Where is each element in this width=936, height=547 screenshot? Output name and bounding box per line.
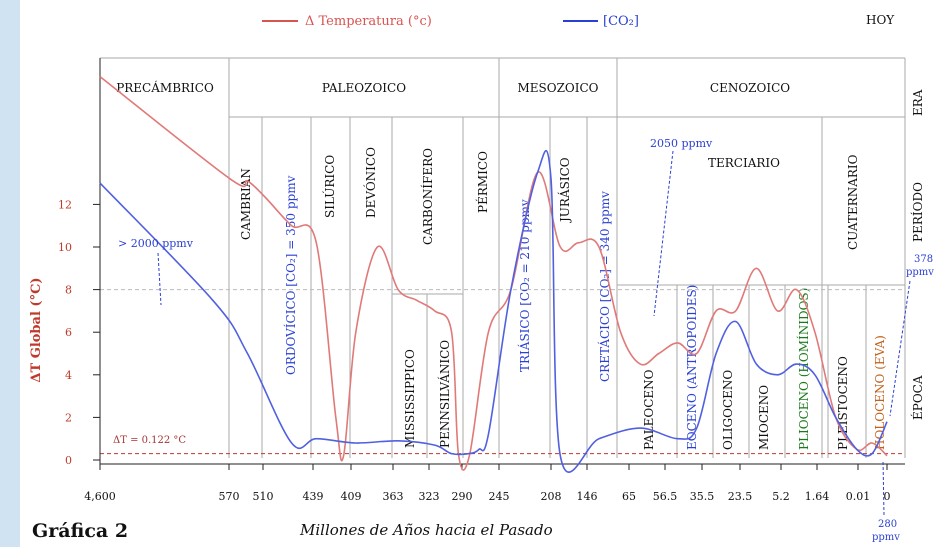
x-tick-label: 56.5 (653, 490, 678, 503)
epoch-label-holoceno: HOLOCENO (EVA) (873, 335, 887, 450)
x-tick-label: 510 (253, 490, 274, 503)
period-label-devonico: DEVÓNICO (362, 147, 378, 218)
x-tick-label: 570 (219, 490, 240, 503)
epoch-label-plioceno: PLIOCENO (HOMÍNIDOS) (796, 288, 811, 450)
co2-pointer-eocene (653, 150, 674, 317)
x-tick-label: 65 (622, 490, 636, 503)
epoch-label-pleistoceno: PLEISTOCENO (836, 356, 850, 450)
y-tick-label: 2 (65, 411, 72, 424)
row-label-period: PERÍODO (910, 182, 925, 242)
period-label-cretacico: CRETÁCICO [CO₂] = 340 ppmv (597, 191, 612, 382)
x-tick-label: 323 (419, 490, 440, 503)
x-tick-label: 363 (383, 490, 404, 503)
legend-co2-label: [CO₂] (603, 14, 639, 29)
x-tick-label: 35.5 (690, 490, 715, 503)
era-label-paleozoico: PALEOZOICO (322, 81, 406, 95)
x-tick-label: 146 (577, 490, 598, 503)
y-tick-label: 0 (65, 454, 72, 467)
y-tick-group: 0 2 4 6 8 10 12 (58, 198, 100, 467)
period-label-mississippico: MISSISSIPPICO (403, 349, 417, 448)
period-label-terciario: TERCIARIO (708, 156, 780, 170)
x-tick-label: 4,600 (84, 490, 116, 503)
period-label-jurasico: JURÁSICO (557, 157, 572, 224)
co2-annotation-precambrian: > 2000 ppmv (118, 237, 194, 250)
co2-pointer-today (889, 280, 911, 417)
y-tick-label: 10 (58, 241, 72, 254)
left-margin-band (0, 0, 20, 547)
x-tick-label: 0 (884, 490, 891, 503)
figure-caption: Gráfica 2 (32, 520, 129, 542)
legend-temp-label: Δ Temperatura (°c) (305, 14, 432, 29)
y-tick-label: 12 (58, 198, 72, 211)
co2-annotation-holocene: 280 (878, 519, 897, 530)
row-label-era: ERA (911, 89, 925, 116)
co2-annotation-eocene: 2050 ppmv (650, 137, 713, 150)
epoch-label-mioceno: MIOCENO (757, 385, 771, 450)
x-tick-label: 409 (341, 490, 362, 503)
period-label-ordovicico: ORDOVÍCICO [CO₂] = 350 ppmv (283, 175, 298, 375)
era-label-mesozoico: MESOZOICO (517, 81, 598, 95)
delta-t-annotation: ΔT = 0.122 °C (113, 435, 186, 446)
co2-annotation-today-unit: ppmv (906, 267, 934, 278)
period-label-silurico: SILÚRICO (321, 155, 337, 218)
period-label-permico: PÉRMICO (475, 151, 490, 213)
x-axis-title: Millones de Años hacia el Pasado (300, 521, 553, 539)
x-tick-label: 208 (541, 490, 562, 503)
co2-annotation-holocene-unit: ppmv (872, 532, 900, 543)
era-label-precambrico: PRECÁMBRICO (116, 80, 214, 95)
period-label-cambrian: CAMBRIAN (239, 168, 253, 240)
x-tick-label: 245 (489, 490, 510, 503)
y-tick-label: 4 (65, 369, 72, 382)
y-tick-label: 8 (65, 284, 72, 297)
x-tick-label: 23.5 (728, 490, 753, 503)
epoch-label-eoceno: EOCENO (ANTROPOIDES) (685, 285, 699, 450)
co2-pointer-holocene (882, 459, 885, 516)
x-tick-label: 0.01 (846, 490, 871, 503)
period-label-pennsilvanico: PENNSILVÁNICO (437, 340, 452, 448)
x-tick-label: 5.2 (772, 490, 790, 503)
x-tick-label: 439 (303, 490, 324, 503)
epoch-label-oligoceno: OLIGOCENO (721, 370, 735, 450)
co2-pointer-precambrian (157, 252, 162, 306)
x-tick-group: 4,600 570 510 439 409 363 323 290 245 208 146 65 56.… (84, 464, 891, 503)
period-label-cuaternario: CUATERNARIO (846, 154, 860, 250)
x-tick-label: 1.64 (805, 490, 830, 503)
series-co2-line (99, 150, 888, 473)
row-label-epoch: ÉPOCA (910, 375, 925, 420)
geologic-table-grid (100, 57, 906, 458)
co2-annotation-today: 378 (914, 254, 933, 265)
era-label-cenozoico: CENOZOICO (710, 81, 790, 95)
epoch-label-paleoceno: PALEOCENO (642, 369, 656, 450)
period-label-carbonifero: CARBONÍFERO (420, 148, 435, 245)
today-label: HOY (866, 13, 895, 27)
y-axis-title: ΔT Global (°C) (29, 277, 44, 382)
x-tick-label: 290 (452, 490, 473, 503)
y-tick-label: 6 (65, 326, 72, 339)
